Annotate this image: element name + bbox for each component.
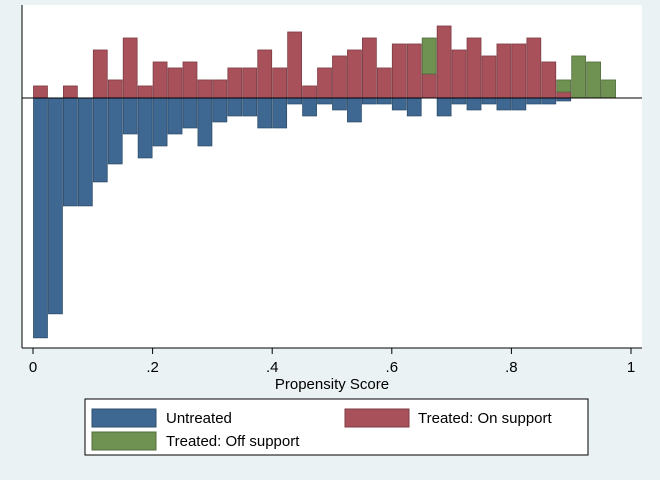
bar <box>33 97 48 339</box>
bar <box>526 97 542 105</box>
bar <box>436 97 452 117</box>
bar <box>167 97 183 135</box>
bar <box>511 43 527 99</box>
bar <box>466 37 482 99</box>
bar <box>122 97 138 135</box>
bar <box>227 97 243 117</box>
x-tick-label: .8 <box>505 359 518 376</box>
bar <box>272 97 288 129</box>
bar <box>107 79 123 99</box>
bar <box>556 79 572 93</box>
legend-key <box>91 408 157 428</box>
bar <box>421 73 437 99</box>
bar <box>391 43 407 99</box>
bar <box>332 97 347 111</box>
bar <box>376 97 392 105</box>
bar <box>556 91 572 99</box>
legend-key <box>91 431 157 451</box>
x-tick-label: .4 <box>266 359 279 376</box>
bar <box>451 97 467 105</box>
legend <box>84 398 589 456</box>
bar <box>182 97 198 129</box>
legend-key <box>344 408 410 428</box>
bar <box>92 97 108 183</box>
bar <box>182 61 198 99</box>
bar <box>197 79 213 99</box>
bar <box>272 67 288 99</box>
bar <box>212 97 228 123</box>
bar <box>541 61 557 99</box>
legend-label: Untreated <box>166 410 232 427</box>
bar <box>197 97 213 147</box>
x-tick-label: 0 <box>29 359 37 376</box>
bar <box>242 97 258 117</box>
plot-area <box>22 5 642 348</box>
bar <box>137 85 153 99</box>
x-tick-label: 1 <box>627 359 635 376</box>
bar <box>48 97 63 315</box>
bar <box>107 97 123 165</box>
bar <box>436 25 452 99</box>
bar <box>152 61 168 99</box>
bar <box>466 97 482 111</box>
bar <box>481 97 497 105</box>
x-axis-label: Propensity Score <box>275 376 389 393</box>
bar <box>601 79 616 99</box>
bar <box>242 67 258 99</box>
bar <box>332 55 347 99</box>
bar <box>212 79 228 99</box>
bar <box>526 37 542 99</box>
bar <box>257 97 273 129</box>
legend-label: Treated: On support <box>418 410 553 427</box>
bar <box>391 97 407 111</box>
bar <box>496 43 512 99</box>
legend-label: Treated: Off support <box>166 433 300 450</box>
bar <box>406 43 422 99</box>
x-tick-label: .2 <box>146 359 159 376</box>
bar <box>511 97 527 111</box>
bar <box>63 97 78 207</box>
bar <box>481 55 497 99</box>
bar <box>302 97 317 117</box>
bar <box>167 67 183 99</box>
bar <box>451 49 467 99</box>
bar <box>92 49 108 99</box>
bar <box>361 37 377 99</box>
bar <box>421 37 437 75</box>
bar <box>137 97 153 159</box>
bar <box>302 85 317 99</box>
bar <box>317 67 332 99</box>
bar <box>33 85 48 99</box>
bar <box>376 67 392 99</box>
bar <box>347 49 362 99</box>
bar <box>77 97 93 207</box>
bar <box>152 97 168 147</box>
bar <box>496 97 512 111</box>
x-tick-label: .6 <box>386 359 399 376</box>
bar <box>287 97 303 105</box>
bar <box>361 97 377 105</box>
bar <box>406 97 422 117</box>
bar <box>63 85 78 99</box>
bar <box>317 97 332 105</box>
bar <box>571 55 587 99</box>
bar <box>122 37 138 99</box>
bar <box>541 97 557 105</box>
bar <box>586 61 601 99</box>
bar <box>227 67 243 99</box>
bar <box>287 31 303 99</box>
bar <box>257 49 273 99</box>
bar <box>347 97 362 123</box>
